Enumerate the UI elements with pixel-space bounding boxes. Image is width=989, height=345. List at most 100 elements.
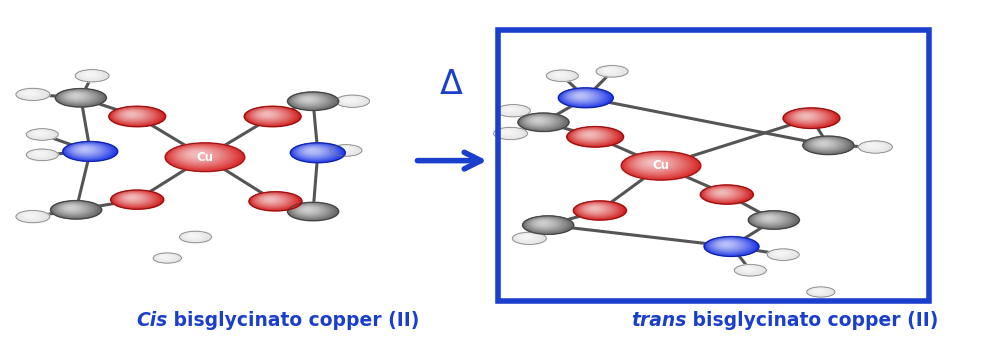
Circle shape <box>261 112 275 117</box>
Circle shape <box>525 116 556 127</box>
Circle shape <box>863 142 883 150</box>
Circle shape <box>500 106 523 114</box>
Circle shape <box>84 73 94 77</box>
Circle shape <box>567 127 624 147</box>
Circle shape <box>736 265 763 275</box>
Circle shape <box>598 67 623 75</box>
Circle shape <box>773 251 788 257</box>
Circle shape <box>182 232 207 241</box>
Circle shape <box>304 98 314 101</box>
Circle shape <box>28 149 56 160</box>
Circle shape <box>163 256 166 258</box>
Circle shape <box>529 218 563 230</box>
Circle shape <box>20 89 44 98</box>
Circle shape <box>165 143 245 171</box>
Circle shape <box>771 250 791 257</box>
Circle shape <box>810 288 829 295</box>
Circle shape <box>70 94 82 98</box>
Circle shape <box>124 195 142 201</box>
Circle shape <box>496 105 530 117</box>
Circle shape <box>303 147 325 155</box>
Circle shape <box>292 204 331 218</box>
Circle shape <box>524 115 558 127</box>
Circle shape <box>125 195 140 201</box>
Circle shape <box>779 253 781 254</box>
Circle shape <box>588 206 601 211</box>
Circle shape <box>638 157 672 169</box>
Circle shape <box>744 268 752 270</box>
Circle shape <box>118 193 152 205</box>
Circle shape <box>704 237 760 256</box>
Circle shape <box>537 221 550 226</box>
Circle shape <box>58 90 101 105</box>
Circle shape <box>64 205 79 211</box>
Circle shape <box>572 92 591 100</box>
Circle shape <box>65 206 78 210</box>
Circle shape <box>289 92 337 110</box>
Circle shape <box>717 191 727 194</box>
Circle shape <box>749 211 799 229</box>
Circle shape <box>155 254 177 262</box>
Circle shape <box>112 107 159 125</box>
Circle shape <box>157 254 174 260</box>
Circle shape <box>561 89 609 106</box>
Circle shape <box>20 90 43 98</box>
Circle shape <box>803 136 854 155</box>
Circle shape <box>72 145 102 155</box>
Circle shape <box>859 141 891 153</box>
Circle shape <box>563 89 605 105</box>
Circle shape <box>809 138 843 150</box>
Circle shape <box>347 99 351 101</box>
Circle shape <box>704 186 746 201</box>
Circle shape <box>111 107 161 125</box>
Circle shape <box>576 202 622 219</box>
Circle shape <box>515 233 541 243</box>
Circle shape <box>514 233 543 243</box>
Circle shape <box>599 67 622 75</box>
Circle shape <box>153 253 182 263</box>
Circle shape <box>251 109 289 122</box>
Bar <box>498 30 929 302</box>
Circle shape <box>720 192 723 193</box>
Circle shape <box>628 154 689 176</box>
Circle shape <box>19 211 45 221</box>
Circle shape <box>195 153 200 155</box>
Circle shape <box>16 88 50 101</box>
Circle shape <box>33 131 47 136</box>
Circle shape <box>28 129 56 139</box>
Circle shape <box>30 130 52 138</box>
Circle shape <box>501 106 521 114</box>
Circle shape <box>703 186 748 202</box>
Circle shape <box>570 128 617 145</box>
Circle shape <box>498 105 526 116</box>
Circle shape <box>294 144 339 160</box>
Circle shape <box>86 73 92 76</box>
Circle shape <box>179 231 212 243</box>
Circle shape <box>549 71 574 80</box>
Circle shape <box>332 145 358 155</box>
Circle shape <box>300 146 329 157</box>
Circle shape <box>54 202 94 216</box>
Circle shape <box>798 113 815 119</box>
Text: bisglycinato copper (II): bisglycinato copper (II) <box>686 310 939 330</box>
Circle shape <box>247 107 295 125</box>
Circle shape <box>499 106 525 115</box>
Circle shape <box>864 143 882 149</box>
Circle shape <box>66 92 88 100</box>
Circle shape <box>68 144 108 158</box>
Circle shape <box>607 69 611 71</box>
Circle shape <box>584 205 607 213</box>
Circle shape <box>298 96 321 104</box>
Circle shape <box>183 233 205 240</box>
Circle shape <box>119 110 149 120</box>
Circle shape <box>256 110 280 119</box>
Circle shape <box>65 92 89 101</box>
Circle shape <box>126 112 139 117</box>
Circle shape <box>740 266 757 273</box>
Circle shape <box>579 203 616 216</box>
Circle shape <box>344 98 355 102</box>
Circle shape <box>257 195 288 206</box>
Circle shape <box>708 188 740 199</box>
Circle shape <box>513 233 544 244</box>
Circle shape <box>249 192 302 211</box>
